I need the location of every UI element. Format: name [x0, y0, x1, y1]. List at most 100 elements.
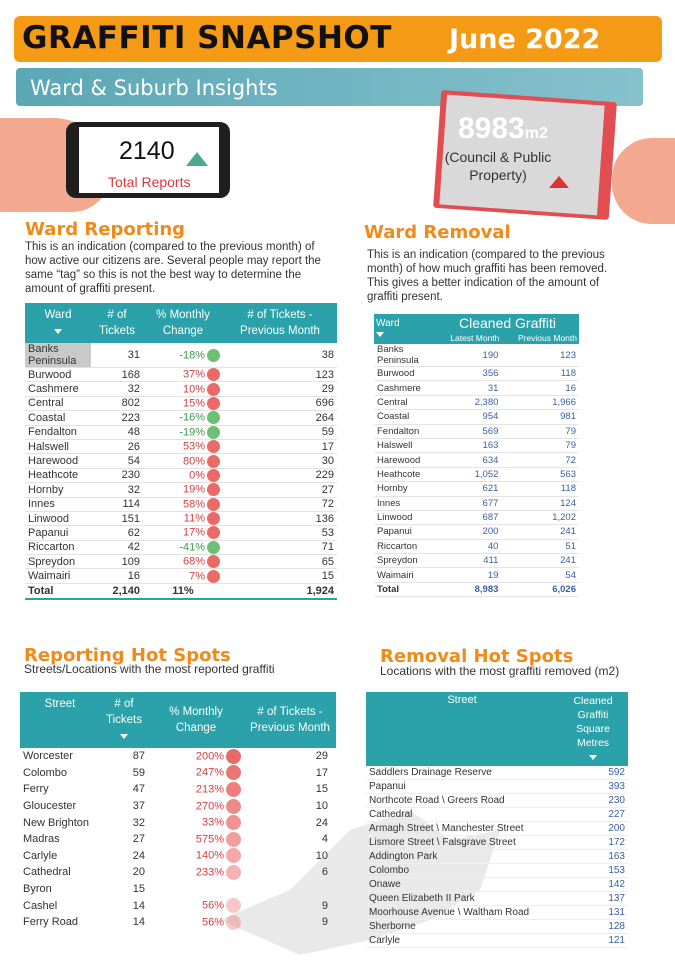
- total-change: 11%: [143, 582, 223, 601]
- change-value: 140%: [195, 849, 224, 862]
- latest-month-cell: 634: [436, 452, 502, 468]
- ward-cell: Linwood: [25, 511, 91, 527]
- column-header[interactable]: Cleaned Graffiti Square Metres: [558, 692, 628, 766]
- prev-tickets-cell: 24: [315, 816, 328, 829]
- ward-cell: Waimairi: [374, 567, 436, 583]
- table-row: Burwood 168 37% 123: [25, 367, 337, 383]
- street-cell: Saddlers Drainage Reserve: [366, 766, 558, 780]
- reporting-hotspots-table: Street # of Tickets % Monthly Change # o…: [20, 692, 336, 931]
- column-header[interactable]: # of Tickets - Previous Month: [240, 309, 320, 337]
- removal-hotspots-table: Street Cleaned Graffiti Square Metres Sa…: [366, 692, 628, 948]
- tickets-cell: 32: [91, 381, 143, 397]
- table-row: Byron 15: [20, 881, 336, 898]
- column-header[interactable]: Street: [447, 694, 477, 706]
- column-header[interactable]: Ward: [25, 303, 91, 343]
- status-dot-icon: [226, 848, 241, 864]
- tickets-cell: 109: [91, 554, 143, 570]
- change-value: 19%: [182, 483, 205, 496]
- change-value: -19%: [179, 426, 205, 439]
- change-value: 247%: [195, 766, 224, 779]
- prev-tickets-cell: [244, 881, 336, 898]
- tickets-cell: 15: [132, 883, 145, 896]
- change-value: 575%: [195, 833, 224, 846]
- table-row: Moorhouse Avenue \ Waltham Road 131: [366, 905, 628, 920]
- change-cell: -16%: [143, 410, 223, 426]
- table-row: Papanui 200 241: [374, 524, 579, 540]
- column-header[interactable]: Ward: [374, 314, 436, 344]
- tickets-cell: 802: [91, 396, 143, 412]
- column-header[interactable]: # of Tickets - Previous Month: [250, 706, 330, 734]
- table-row: Colombo 59 247% 17: [20, 765, 336, 782]
- tickets-cell: 24: [132, 849, 145, 862]
- street-cell: Papanui: [366, 779, 558, 794]
- change-cell: -18%: [143, 343, 223, 368]
- change-value: 270%: [195, 799, 224, 812]
- table-row: Addington Park 163: [366, 849, 628, 864]
- prev-tickets-cell: 6: [321, 866, 328, 879]
- change-value: 80%: [182, 454, 205, 467]
- previous-month-cell: 79: [501, 438, 579, 454]
- ward-cell: Heathcote: [374, 467, 436, 483]
- change-cell: 10%: [143, 381, 223, 397]
- latest-month-cell: 31: [436, 380, 502, 396]
- change-value: 37%: [182, 368, 205, 381]
- prev-tickets-cell: 38: [223, 343, 337, 368]
- table-row: Saddlers Drainage Reserve 592: [366, 766, 628, 780]
- table-row: Waimairi 16 7% 15: [25, 568, 337, 584]
- latest-month-cell: 687: [436, 510, 502, 526]
- change-value: 17%: [182, 526, 205, 539]
- street-cell: Gloucester: [23, 800, 77, 813]
- street-cell: Northcote Road \ Greers Road: [366, 793, 558, 808]
- prev-tickets-cell: 29: [223, 381, 337, 397]
- column-header[interactable]: % Monthly Change: [169, 706, 223, 734]
- status-dot-icon: [207, 483, 220, 497]
- tickets-cell: 54: [91, 453, 143, 469]
- ward-cell: Hornby: [374, 481, 436, 497]
- table-row: Coastal 954 981: [374, 409, 579, 425]
- column-header[interactable]: Street: [44, 698, 76, 710]
- ward-cell: Riccarton: [374, 539, 436, 555]
- ward-cell: Banks Peninsula: [374, 344, 436, 367]
- tickets-cell: 59: [132, 766, 145, 779]
- change-cell: 17%: [143, 525, 223, 541]
- table-row: Waimairi 19 54: [374, 567, 579, 583]
- status-dot-icon: [226, 815, 241, 831]
- table-row: Banks Peninsula 190 123: [374, 344, 579, 367]
- column-header[interactable]: # of Tickets: [100, 692, 148, 748]
- column-header[interactable]: Previous Month: [517, 333, 577, 343]
- table-row: Gloucester 37 270% 10: [20, 798, 336, 815]
- triangle-up-icon: [186, 152, 208, 166]
- table-row: Fendalton 48 -19% 59: [25, 425, 337, 440]
- column-header[interactable]: Latest Month: [450, 333, 500, 343]
- table-row: Carlyle 121: [366, 933, 628, 948]
- change-cell: 80%: [143, 453, 223, 469]
- area-cell: 172: [558, 835, 628, 850]
- column-header[interactable]: # of Tickets: [99, 309, 135, 337]
- previous-month-cell: 54: [501, 567, 579, 583]
- table-row: Northcote Road \ Greers Road 230: [366, 793, 628, 808]
- ward-cell: Innes: [25, 497, 91, 512]
- status-dot-icon: [207, 348, 220, 362]
- prev-tickets-cell: 17: [223, 439, 337, 455]
- latest-month-cell: 19: [436, 567, 502, 583]
- tickets-cell: 37: [132, 800, 145, 813]
- street-cell: New Brighton: [23, 816, 90, 829]
- table-row: Hornby 621 118: [374, 481, 579, 497]
- street-cell: Cathedral: [23, 866, 71, 879]
- ward-cell: Coastal: [25, 410, 91, 426]
- status-dot-icon: [226, 898, 241, 914]
- column-header[interactable]: % Monthly Change: [156, 309, 210, 337]
- total-prev: 6,026: [501, 582, 579, 598]
- previous-month-cell: 981: [501, 409, 579, 425]
- ward-cell: Halswell: [25, 439, 91, 455]
- status-dot-icon: [226, 765, 241, 781]
- change-cell: 7%: [143, 568, 223, 584]
- tickets-cell: 223: [91, 410, 143, 426]
- previous-month-cell: 1,202: [501, 510, 579, 526]
- tickets-cell: 151: [91, 511, 143, 527]
- total-reports-label: Total Reports: [108, 174, 191, 190]
- total-row: Total 8,983 6,026: [374, 582, 579, 598]
- street-cell: Lismore Street \ Falsgrave Street: [366, 835, 558, 850]
- table-row: Madras 27 575% 4: [20, 831, 336, 848]
- tickets-cell: 47: [132, 783, 145, 796]
